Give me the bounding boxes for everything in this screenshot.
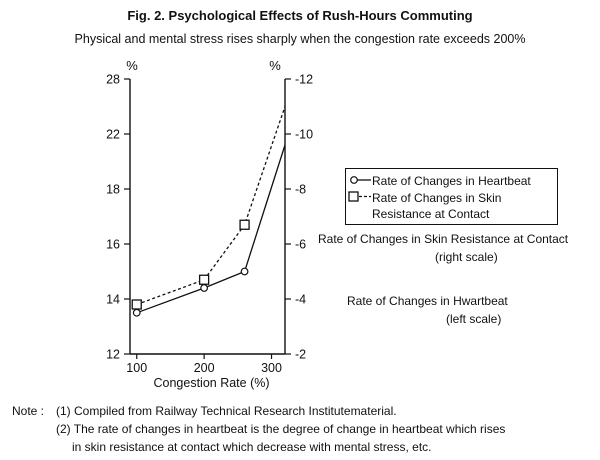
- chart-title: Fig. 2. Psychological Effects of Rush-Ho…: [127, 8, 473, 23]
- legend-entry-skin-1: Rate of Changes in Skin: [372, 191, 502, 205]
- point-heartbeat: [200, 284, 209, 292]
- series-line-heartbeat: [136, 144, 286, 314]
- series-marks: [131, 106, 286, 317]
- annotation-right-scale: (right scale): [435, 250, 498, 264]
- legend-circle-marker: [350, 176, 358, 184]
- legend: [345, 168, 558, 225]
- legend-entry-skin-2: Resistance at Contact: [372, 207, 490, 221]
- annotation-skin-resistance: Rate of Changes in Skin Resistance at Co…: [318, 232, 569, 246]
- chart-subtitle: Physical and mental stress rises sharply…: [74, 32, 526, 46]
- point-heartbeat: [240, 267, 249, 276]
- series-line-skin-resistance: [136, 106, 286, 306]
- annotation-heartbeat: Rate of Changes in Hwartbeat: [347, 294, 508, 308]
- left-tick-label: 22: [106, 128, 120, 142]
- right-tick-label: -10: [295, 128, 313, 142]
- legend-markers: [348, 176, 371, 202]
- note-2-line-1: (2) The rate of changes in heartbeat is …: [56, 422, 506, 436]
- x-tick-label: 100: [126, 361, 147, 375]
- note-1: (1) Compiled from Railway Technical Rese…: [56, 404, 397, 418]
- right-tick-label: -6: [295, 238, 306, 252]
- x-axis-label: Congestion Rate (%): [153, 376, 269, 390]
- axes: [124, 78, 291, 359]
- legend-entry-heartbeat: Rate of Changes in Heartbeat: [372, 174, 531, 188]
- left-tick-label: 12: [106, 348, 120, 362]
- left-tick-label: 18: [106, 183, 120, 197]
- x-tick-label: 200: [194, 361, 215, 375]
- right-tick-label: -12: [295, 73, 313, 87]
- legend-square-marker: [348, 191, 359, 202]
- annotation-left-scale: (left scale): [446, 312, 502, 326]
- left-axis-unit: %: [126, 58, 138, 73]
- left-tick-label: 28: [106, 73, 120, 87]
- point-skin-resistance: [239, 219, 250, 230]
- left-tick-label: 14: [106, 293, 120, 307]
- point-skin-resistance: [198, 274, 210, 285]
- note-2-line-2: in skin resistance at contact which decr…: [72, 440, 432, 454]
- x-tick-label: 300: [261, 361, 282, 375]
- point-skin-resistance: [131, 299, 142, 310]
- right-tick-label: -4: [295, 293, 306, 307]
- right-axis-unit: %: [269, 58, 281, 73]
- right-tick-label: -2: [295, 348, 306, 362]
- tick-labels: 12 14 16 18 22 28 -2 -4 -6 -8 -10 -12% % 100 200 300Con…: [106, 58, 313, 390]
- point-heartbeat: [132, 308, 141, 317]
- left-tick-label: 16: [106, 238, 120, 252]
- right-tick-label: -8: [295, 183, 306, 197]
- note-label: Note :: [12, 404, 45, 418]
